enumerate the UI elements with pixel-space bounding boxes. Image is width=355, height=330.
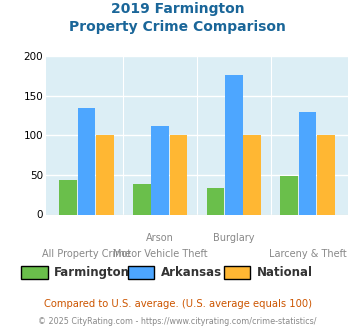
Text: Arkansas: Arkansas <box>161 266 222 279</box>
Text: All Property Crime: All Property Crime <box>42 249 131 259</box>
Bar <box>78 108 95 214</box>
Bar <box>317 135 335 214</box>
Text: National: National <box>257 266 313 279</box>
Bar <box>299 112 316 214</box>
Text: Compared to U.S. average. (U.S. average equals 100): Compared to U.S. average. (U.S. average … <box>44 299 311 309</box>
Bar <box>244 135 261 214</box>
Bar <box>59 180 77 214</box>
Text: 2019 Farmington: 2019 Farmington <box>111 2 244 16</box>
Text: Burglary: Burglary <box>213 233 255 243</box>
Text: Larceny & Theft: Larceny & Theft <box>268 249 346 259</box>
Bar <box>225 75 243 215</box>
Bar <box>280 176 298 214</box>
Text: Arson: Arson <box>146 233 174 243</box>
Text: © 2025 CityRating.com - https://www.cityrating.com/crime-statistics/: © 2025 CityRating.com - https://www.city… <box>38 317 317 326</box>
Bar <box>151 126 169 214</box>
Bar <box>133 184 151 215</box>
Text: Property Crime Comparison: Property Crime Comparison <box>69 20 286 34</box>
Text: Motor Vehicle Theft: Motor Vehicle Theft <box>113 249 208 259</box>
Bar <box>170 135 187 214</box>
Text: Farmington: Farmington <box>54 266 130 279</box>
Bar <box>207 188 224 214</box>
Bar <box>96 135 114 214</box>
